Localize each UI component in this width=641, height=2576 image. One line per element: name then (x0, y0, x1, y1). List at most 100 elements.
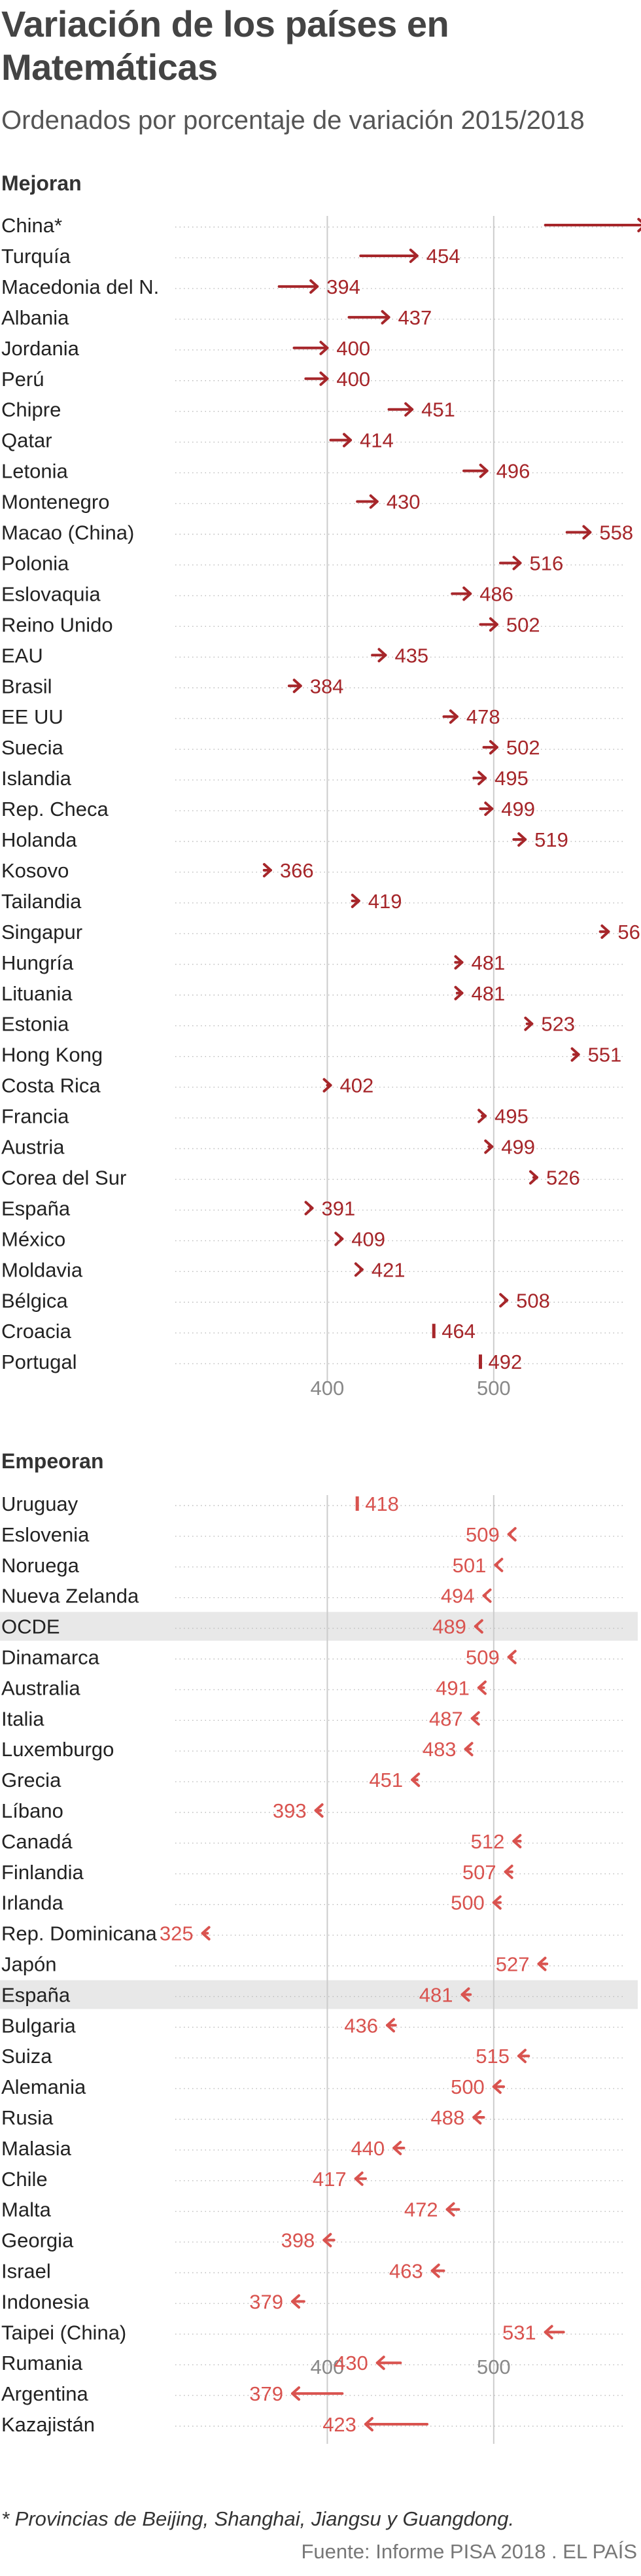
country-label: Turquía (1, 245, 71, 268)
value-label: 489 (432, 1615, 466, 1638)
value-label: 496 (496, 460, 530, 483)
arrow-head (381, 309, 390, 325)
country-label: Estonia (1, 1013, 69, 1036)
value-label: 558 (599, 521, 633, 544)
value-label: 398 (281, 2229, 315, 2252)
arrow-head (499, 1293, 509, 1308)
country-label: EAU (1, 644, 43, 667)
value-label: 512 (471, 1830, 505, 1853)
country-label: Montenegro (1, 491, 109, 514)
arrow-head (477, 1108, 487, 1123)
country-label: Suecia (1, 736, 64, 759)
arrow-head (462, 586, 472, 601)
country-label: Georgia (1, 2229, 74, 2252)
country-label: Eslovenia (1, 1523, 90, 1546)
country-label: Eslovaquia (1, 582, 101, 605)
arrow-head (472, 2110, 482, 2125)
footnote: * Provincias de Beijing, Shanghai, Jiang… (1, 2507, 515, 2530)
country-label: España (1, 1983, 71, 2006)
value-label: 502 (506, 736, 540, 759)
arrow-head (537, 1956, 547, 1971)
arrow-head (201, 1926, 211, 1941)
country-label: Kazajistán (1, 2413, 95, 2436)
country-label: Uruguay (1, 1492, 78, 1515)
value-label: 394 (326, 275, 360, 298)
value-label: 519 (534, 828, 568, 851)
value-label: 516 (530, 552, 564, 574)
arrow-head (369, 494, 379, 509)
value-label: 366 (280, 859, 314, 882)
value-label: 421 (372, 1258, 406, 1281)
value-label: 325 (160, 1922, 194, 1945)
arrow-head (354, 2171, 364, 2186)
country-label: Holanda (1, 828, 77, 851)
value-label: 454 (426, 245, 460, 268)
country-label: OCDE (1, 1615, 60, 1638)
value-label: 393 (273, 1799, 307, 1822)
arrow-head (489, 740, 498, 755)
country-label: Hong Kong (1, 1044, 103, 1067)
country-label: Chipre (1, 398, 61, 421)
value-label: 384 (310, 675, 344, 697)
source-credit: Fuente: Informe PISA 2018 . EL PAÍS (301, 2540, 637, 2563)
arrow-head (375, 2355, 385, 2371)
country-label: Polonia (1, 552, 69, 574)
country-label: Líbano (1, 1799, 63, 1822)
highlight-band (0, 1980, 638, 2009)
arrow-head (470, 1711, 480, 1726)
country-label: Costa Rica (1, 1074, 101, 1097)
value-label: 423 (322, 2413, 356, 2436)
arrow-head (504, 1864, 513, 1879)
value-label: 507 (462, 1861, 496, 1884)
country-label: Jordania (1, 337, 80, 360)
country-label: Irlanda (1, 1892, 64, 1914)
arrow-head (492, 1895, 502, 1910)
arrow-head (319, 340, 329, 355)
value-label: 379 (249, 2290, 283, 2313)
country-label: Brasil (1, 675, 52, 697)
value-label: 437 (398, 306, 432, 329)
value-label: 526 (546, 1166, 580, 1189)
value-label: 531 (502, 2321, 536, 2344)
country-label: Australia (1, 1676, 80, 1699)
value-label: 486 (479, 582, 513, 605)
arrow-head (477, 1680, 487, 1695)
arrow-head (449, 709, 459, 724)
country-label: Israel (1, 2260, 51, 2283)
arrow-head (319, 371, 329, 386)
country-label: Qatar (1, 429, 52, 452)
arrow-head (582, 525, 592, 540)
country-label: Nueva Zelanda (1, 1585, 139, 1608)
arrow-head (454, 985, 464, 1000)
country-label: México (1, 1227, 65, 1250)
arrow-head (507, 1526, 517, 1542)
country-label: Japón (1, 1953, 56, 1976)
arrow-head (445, 2202, 455, 2217)
value-label: 472 (404, 2198, 438, 2221)
section-title-improve: Mejoran (1, 171, 82, 195)
x-tick-label: 500 (477, 2355, 511, 2378)
value-label: 499 (501, 798, 535, 820)
value-label: 451 (369, 1769, 403, 1791)
arrow-head (479, 463, 489, 478)
value-label: 430 (387, 491, 421, 514)
arrow-head (482, 1588, 492, 1603)
value-label: 523 (541, 1013, 575, 1036)
value-label: 500 (451, 1892, 485, 1914)
arrow-head (290, 2386, 300, 2401)
country-label: Macedonia del N. (1, 275, 159, 298)
country-label: Malta (1, 2198, 52, 2221)
country-label: Reino Unido (1, 613, 113, 636)
value-label: 569 (617, 921, 641, 944)
country-label: Tailandia (1, 890, 82, 913)
value-label: 508 (516, 1289, 550, 1312)
country-label: Luxemburgo (1, 1738, 114, 1761)
country-label: Italia (1, 1707, 44, 1730)
arrow-head (484, 1139, 494, 1154)
value-label: 464 (442, 1320, 476, 1343)
value-label: 495 (494, 767, 528, 790)
country-label: Croacia (1, 1320, 72, 1343)
value-label: 499 (501, 1136, 535, 1159)
country-label: Canadá (1, 1830, 73, 1853)
